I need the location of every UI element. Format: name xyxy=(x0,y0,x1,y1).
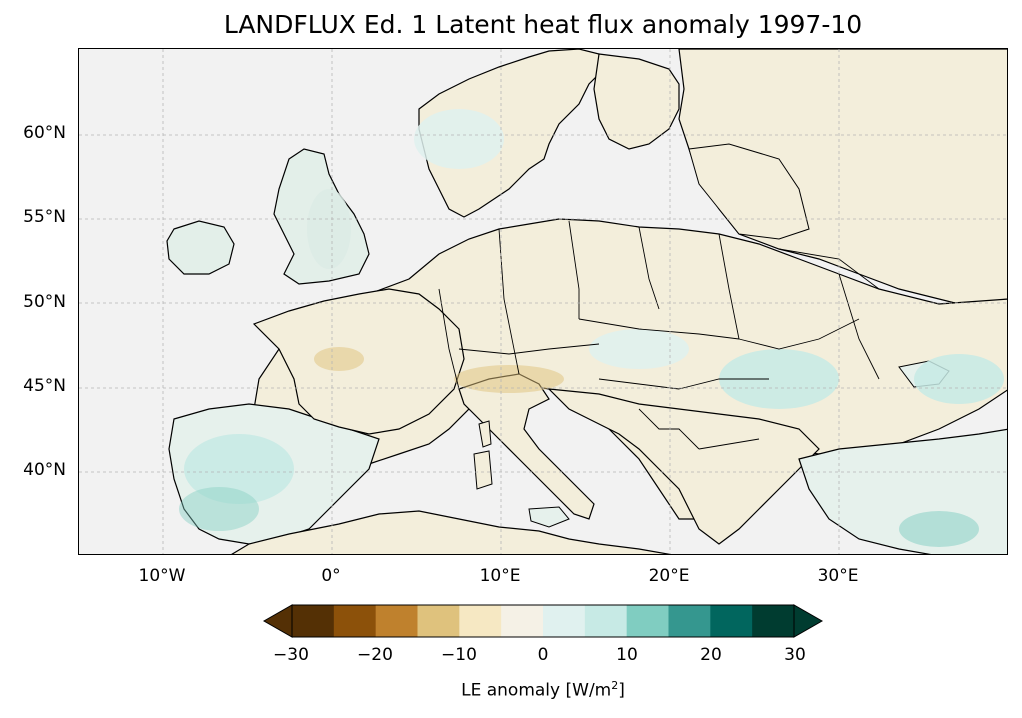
lat-tick-55: 55°N xyxy=(23,207,66,227)
land-north-africa xyxy=(231,510,672,554)
colorbar-segment xyxy=(710,605,753,637)
lat-tick-60: 60°N xyxy=(23,123,66,143)
colorbar-extend-high xyxy=(793,604,824,638)
land-balkans xyxy=(547,388,820,545)
colorbar-segment xyxy=(584,605,628,637)
map-plot-area xyxy=(78,48,1008,555)
lon-tick-10e: 10°E xyxy=(479,566,521,586)
colorbar-tick-30: 30 xyxy=(784,645,806,665)
colorbar-segment xyxy=(459,605,502,637)
land-scandinavia xyxy=(418,49,605,218)
colorbar-segment xyxy=(626,605,669,637)
map-title: LANDFLUX Ed. 1 Latent heat flux anomaly … xyxy=(223,10,863,39)
colorbar-segment xyxy=(417,605,460,637)
lat-tick-40: 40°N xyxy=(23,460,66,480)
colorbar-segment xyxy=(668,605,711,637)
colorbar-tick-0: 0 xyxy=(537,645,549,665)
lon-tick-20e: 20°E xyxy=(648,566,690,586)
map-svg xyxy=(79,49,1007,554)
lon-tick-30e: 30°E xyxy=(817,566,859,586)
lon-tick-0: 0° xyxy=(321,566,341,586)
land-sardinia xyxy=(473,450,493,490)
colorbar-tick-neg10: −10 xyxy=(441,645,477,665)
colorbar-label: LE anomaly [W/m2] xyxy=(461,679,625,701)
land-baltics xyxy=(688,143,810,240)
land-corsica xyxy=(478,420,492,448)
colorbar-segment xyxy=(501,605,544,637)
colorbar-extend-low xyxy=(262,604,293,638)
colorbar-segment xyxy=(333,605,377,637)
land-ireland xyxy=(166,220,235,275)
land-sicily xyxy=(528,506,570,528)
land-finland xyxy=(593,53,680,150)
lat-tick-45: 45°N xyxy=(23,376,66,396)
colorbar-segment xyxy=(752,605,795,637)
country-borders xyxy=(438,220,880,450)
colorbar-tick-20: 20 xyxy=(700,645,722,665)
colorbar-tick-10: 10 xyxy=(616,645,638,665)
colorbar-tick-neg30: −30 xyxy=(273,645,309,665)
colorbar-segment xyxy=(375,605,418,637)
colorbar-frame xyxy=(291,604,795,638)
lat-tick-50: 50°N xyxy=(23,292,66,312)
gridlines xyxy=(79,49,1007,554)
lon-tick-10w: 10°W xyxy=(138,566,186,586)
anomaly-patches xyxy=(179,109,1004,547)
colorbar-tick-neg20: −20 xyxy=(357,645,393,665)
colorbar-segment xyxy=(543,605,586,637)
colorbar xyxy=(262,604,824,638)
colorbar-segment xyxy=(292,605,335,637)
